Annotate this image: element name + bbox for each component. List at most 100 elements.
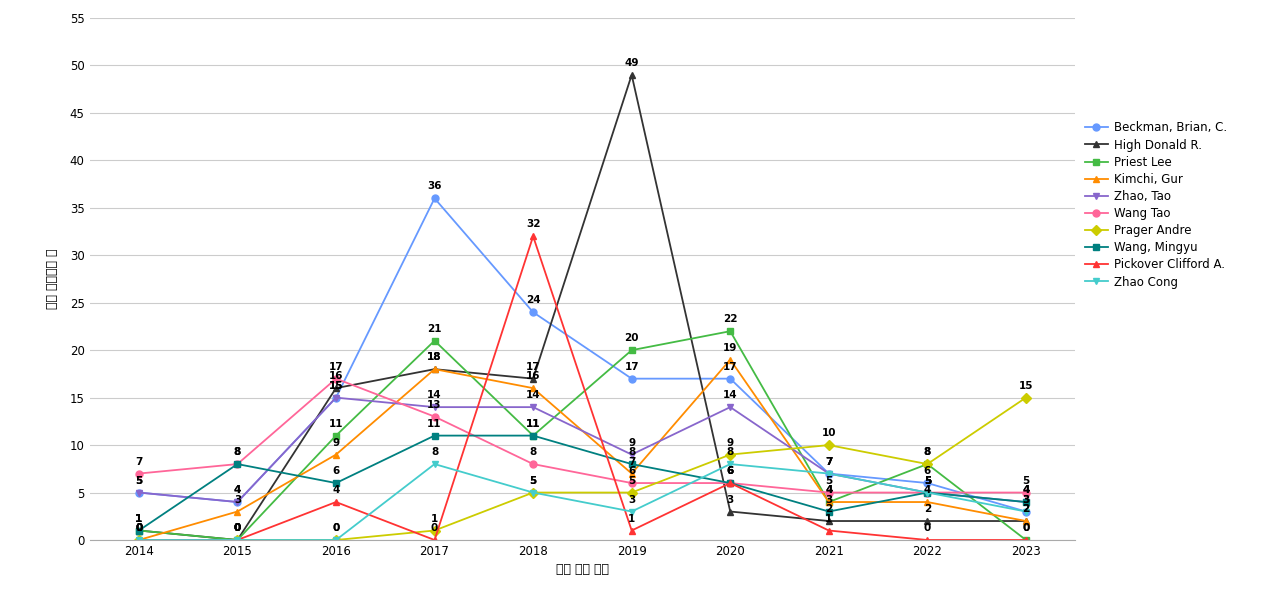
Zhao Cong: [1018, 508, 1033, 515]
Text: 5: 5: [530, 476, 536, 485]
Text: 17: 17: [526, 362, 540, 372]
Text: 7: 7: [826, 457, 832, 467]
Text: 0: 0: [136, 523, 142, 533]
Prager Andre: [328, 536, 343, 544]
Zhao, Tao: [131, 489, 146, 496]
Wang, Mingyu: [426, 432, 442, 439]
Beckman, Brian, C.: [328, 394, 343, 401]
Text: 1: 1: [628, 514, 635, 524]
Zhao Cong: [426, 460, 442, 467]
Zhao, Tao: [623, 451, 639, 458]
Text: 14: 14: [723, 390, 737, 400]
Text: 5: 5: [924, 476, 931, 485]
Zhao Cong: [229, 536, 244, 544]
Text: 9: 9: [628, 437, 635, 448]
High Donald R.: [919, 517, 934, 524]
Kimchi, Gur: [328, 451, 343, 458]
Beckman, Brian, C.: [229, 499, 244, 506]
Pickover Clifford A.: [820, 527, 836, 534]
Text: 3: 3: [1023, 494, 1029, 505]
Text: 5: 5: [530, 476, 536, 485]
Text: 0: 0: [1023, 523, 1029, 533]
Text: 4: 4: [826, 485, 832, 495]
Prager Andre: [1018, 394, 1033, 401]
Pickover Clifford A.: [229, 536, 244, 544]
Text: 6: 6: [924, 466, 931, 476]
Text: 14: 14: [428, 390, 442, 400]
High Donald R.: [820, 517, 836, 524]
Legend: Beckman, Brian, C., High Donald R., Priest Lee, Kimchi, Gur, Zhao, Tao, Wang Tao: Beckman, Brian, C., High Donald R., Prie…: [1082, 118, 1231, 292]
Zhao, Tao: [1018, 499, 1033, 506]
Wang Tao: [722, 479, 737, 487]
Wang, Mingyu: [919, 489, 934, 496]
Text: 4: 4: [1023, 485, 1029, 495]
Text: 18: 18: [428, 352, 442, 362]
Text: 32: 32: [526, 220, 540, 229]
Priest Lee: [623, 347, 639, 354]
Text: 17: 17: [723, 362, 737, 372]
Priest Lee: [525, 432, 540, 439]
Wang Tao: [426, 413, 442, 420]
Wang Tao: [1018, 489, 1033, 496]
Beckman, Brian, C.: [820, 470, 836, 477]
Line: Beckman, Brian, C.: Beckman, Brian, C.: [136, 195, 1029, 515]
Line: Pickover Clifford A.: Pickover Clifford A.: [136, 233, 1029, 544]
Y-axis label: 특허 출원공개 량: 특허 출원공개 량: [46, 249, 59, 309]
Text: 11: 11: [428, 419, 442, 428]
Text: 5: 5: [924, 476, 931, 485]
Wang, Mingyu: [722, 479, 737, 487]
Priest Lee: [820, 499, 836, 506]
Text: 0: 0: [234, 523, 241, 533]
Prager Andre: [623, 489, 639, 496]
Text: 10: 10: [822, 428, 836, 438]
High Donald R.: [525, 375, 540, 382]
Text: 8: 8: [234, 447, 241, 457]
Wang, Mingyu: [229, 460, 244, 467]
Text: 15: 15: [1019, 380, 1033, 391]
Zhao Cong: [525, 489, 540, 496]
Text: 5: 5: [924, 476, 931, 485]
Text: 5: 5: [826, 476, 832, 485]
Text: 0: 0: [136, 523, 142, 533]
Wang Tao: [525, 460, 540, 467]
Text: 0: 0: [234, 523, 241, 533]
Kimchi, Gur: [919, 499, 934, 506]
Pickover Clifford A.: [525, 233, 540, 240]
Prager Andre: [131, 536, 146, 544]
Text: 5: 5: [628, 476, 635, 485]
Text: 11: 11: [526, 419, 540, 428]
Line: Wang, Mingyu: Wang, Mingyu: [136, 432, 1029, 534]
Kimchi, Gur: [1018, 517, 1033, 524]
Text: 0: 0: [333, 523, 339, 533]
Prager Andre: [426, 527, 442, 534]
High Donald R.: [131, 527, 146, 534]
Wang, Mingyu: [820, 508, 836, 515]
Beckman, Brian, C.: [919, 479, 934, 487]
Priest Lee: [426, 337, 442, 344]
Text: 7: 7: [826, 457, 832, 467]
Prager Andre: [820, 442, 836, 449]
Text: 2: 2: [1023, 504, 1029, 514]
Text: 17: 17: [329, 362, 343, 372]
Wang Tao: [919, 489, 934, 496]
Text: 8: 8: [924, 447, 931, 457]
Zhao Cong: [623, 508, 639, 515]
Wang, Mingyu: [525, 432, 540, 439]
Text: 13: 13: [428, 400, 442, 410]
Prager Andre: [525, 489, 540, 496]
Text: 6: 6: [727, 466, 733, 476]
Wang, Mingyu: [328, 479, 343, 487]
Text: 18: 18: [428, 352, 442, 362]
Text: 0: 0: [431, 523, 438, 533]
High Donald R.: [426, 365, 442, 373]
Line: Priest Lee: Priest Lee: [136, 328, 1029, 544]
Text: 7: 7: [628, 457, 635, 467]
Priest Lee: [722, 328, 737, 335]
Priest Lee: [1018, 536, 1033, 544]
Text: 3: 3: [727, 494, 733, 505]
Line: Zhao Cong: Zhao Cong: [136, 461, 1029, 544]
Text: 0: 0: [234, 523, 241, 533]
Prager Andre: [229, 536, 244, 544]
Beckman, Brian, C.: [722, 375, 737, 382]
Text: 15: 15: [329, 380, 343, 391]
